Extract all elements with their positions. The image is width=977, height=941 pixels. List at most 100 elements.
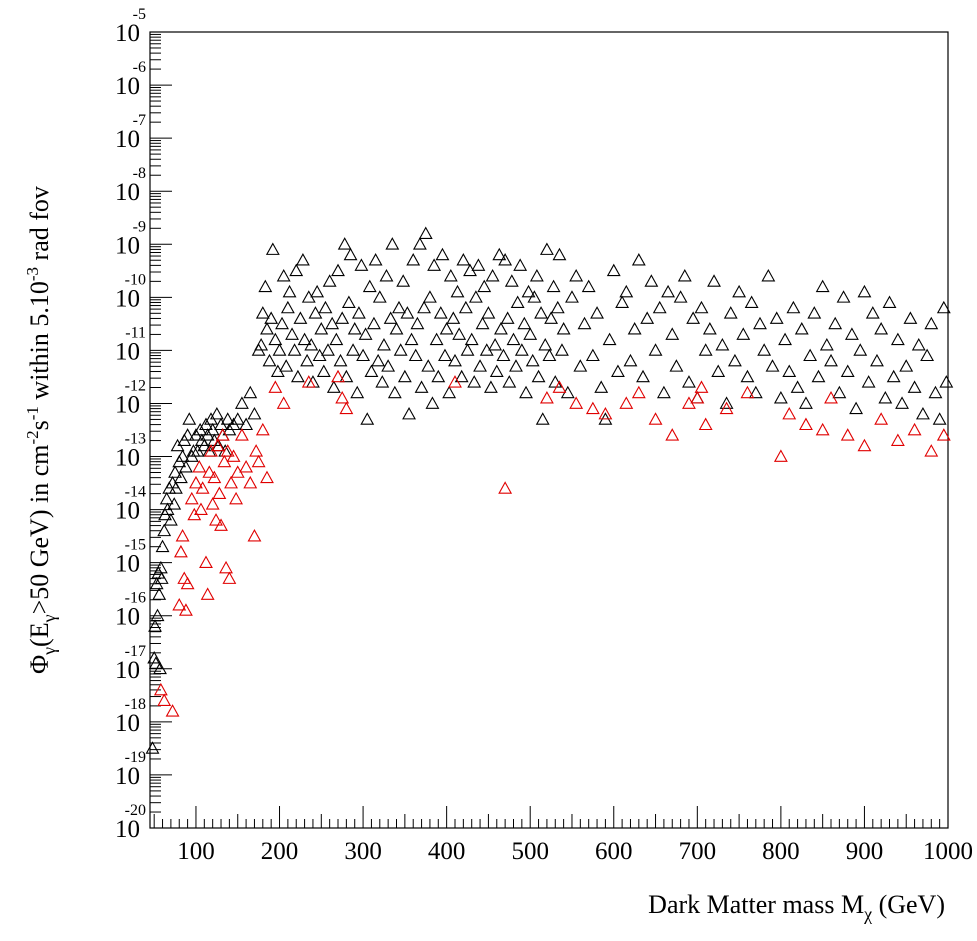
data-point-black	[799, 396, 813, 409]
data-point-black	[381, 359, 396, 372]
data-point-black	[778, 332, 792, 346]
data-point-black	[322, 274, 337, 287]
data-point-black	[182, 412, 197, 425]
data-point-red	[243, 475, 258, 489]
data-point-black	[427, 258, 442, 271]
data-point-black	[550, 300, 565, 314]
data-point-black	[565, 290, 579, 303]
data-point-black	[300, 353, 315, 367]
data-point-black	[627, 322, 642, 335]
data-point-black	[371, 353, 386, 367]
data-point-black	[569, 268, 584, 282]
y-tick-label-exponent: -19	[125, 749, 146, 766]
x-tick-label: 100	[177, 838, 215, 865]
data-point-black	[500, 311, 515, 324]
data-point-black	[677, 268, 692, 282]
data-point-black	[807, 306, 822, 319]
data-point-black	[840, 364, 855, 377]
data-point-black	[636, 369, 650, 383]
data-point-black	[506, 332, 521, 346]
data-point-black	[534, 306, 548, 319]
data-point-black	[326, 380, 341, 393]
y-tick-label-base: 10	[115, 126, 140, 153]
data-point-black	[414, 380, 429, 393]
data-point-black	[153, 560, 168, 574]
data-point-black	[538, 337, 553, 351]
y-tick-label-exponent: -13	[125, 431, 146, 448]
data-point-black	[265, 242, 280, 255]
data-point-red	[260, 470, 274, 484]
y-tick-label-base: 10	[115, 445, 140, 472]
data-point-black	[757, 343, 772, 356]
data-point-black	[147, 651, 162, 664]
data-point-black	[341, 295, 356, 308]
data-point-black	[456, 253, 471, 266]
data-point-black	[163, 513, 178, 526]
data-point-black	[473, 359, 487, 372]
data-point-black	[468, 290, 483, 303]
y-tick-label-base: 10	[115, 179, 140, 206]
data-point-black	[168, 481, 183, 494]
data-point-black	[523, 327, 538, 340]
data-point-black	[903, 311, 918, 324]
data-point-red	[178, 603, 193, 616]
data-point-black	[243, 385, 258, 399]
data-point-red	[247, 529, 262, 542]
data-point-black	[525, 353, 540, 367]
data-point-black	[615, 295, 630, 308]
data-point-black	[865, 306, 880, 319]
y-tick-label-base: 10	[115, 338, 140, 365]
data-point-black	[552, 247, 567, 261]
data-point-black	[498, 253, 513, 266]
y-minor-ticks	[150, 33, 161, 813]
data-point-black	[454, 369, 469, 383]
data-point-black	[329, 332, 344, 346]
data-point-black	[527, 290, 542, 303]
data-point-black	[661, 284, 676, 298]
data-point-black	[168, 465, 183, 478]
data-point-black	[492, 247, 507, 261]
data-point-black	[460, 343, 475, 356]
data-point-black	[379, 268, 394, 282]
x-tick-label: 600	[595, 838, 633, 865]
data-point-black	[354, 258, 369, 271]
data-point-red	[619, 396, 634, 409]
y-tick-label-base: 10	[115, 763, 140, 790]
data-point-black	[786, 300, 801, 314]
data-point-black	[318, 300, 333, 314]
y-tick-label-exponent: -12	[125, 377, 146, 394]
data-point-black	[489, 364, 504, 377]
data-point-black	[247, 406, 262, 420]
y-tick-label-base: 10	[115, 285, 140, 312]
data-point-black	[529, 268, 544, 282]
data-point-red	[214, 518, 228, 531]
data-point-black	[936, 300, 951, 314]
data-point-black	[939, 375, 954, 388]
data-point-black	[377, 337, 391, 351]
data-point-black	[542, 348, 557, 362]
data-point-black	[656, 385, 671, 399]
data-point-black	[556, 322, 571, 335]
data-point-black	[686, 311, 701, 324]
data-point-black	[715, 337, 730, 351]
data-point-black	[702, 322, 717, 335]
data-point-red	[212, 486, 227, 500]
x-tick-label: 200	[261, 838, 299, 865]
data-point-black	[220, 412, 235, 425]
y-tick-label-exponent: -5	[133, 6, 146, 23]
data-point-black	[665, 327, 680, 340]
data-point-black	[402, 406, 416, 420]
data-point-black	[155, 539, 170, 553]
data-point-black	[280, 300, 295, 314]
data-point-black	[890, 332, 905, 346]
y-tick-label-exponent: -17	[125, 643, 146, 660]
data-point-black	[314, 322, 329, 335]
data-point-red	[173, 544, 188, 558]
data-point-black	[167, 497, 182, 510]
data-point-black	[306, 375, 320, 388]
y-tick-label-exponent: -14	[125, 484, 146, 501]
data-point-black	[429, 332, 444, 346]
data-point-red	[648, 412, 663, 425]
data-point-red	[226, 449, 241, 462]
